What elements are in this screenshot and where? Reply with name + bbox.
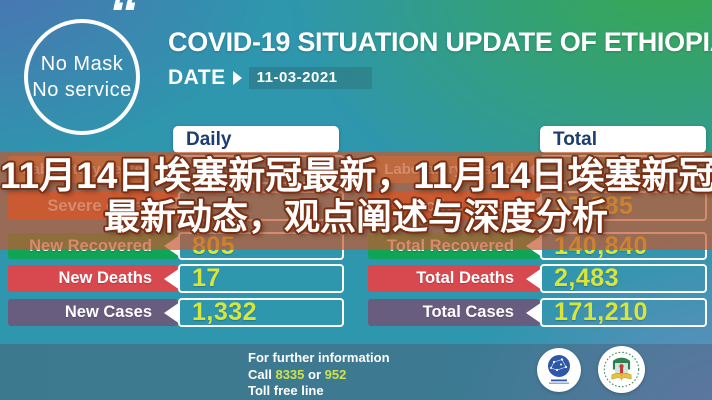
total-deaths-label: Total Deaths	[416, 269, 514, 287]
new-cases-value-box: 1,332	[164, 298, 344, 327]
ephi-globe-icon	[548, 355, 570, 384]
new-deaths-value: 17	[192, 264, 221, 292]
new-deaths-label-bar: New Deaths	[8, 265, 178, 292]
triangle-right-icon	[232, 71, 242, 85]
row-deaths: New Deaths 17 Total Deaths 2,483	[0, 264, 712, 293]
row-cases: New Cases 1,332 Total Cases 171,210	[0, 298, 712, 327]
badge-line1: No Mask	[40, 53, 124, 75]
footer-band	[0, 344, 712, 400]
arrow-left-icon	[164, 301, 180, 324]
contact-line1: For further information	[248, 350, 390, 365]
contact-info: For further information Call 8335 or 952…	[248, 350, 390, 400]
call-word: Call	[248, 366, 272, 382]
phone-8335: 8335	[275, 366, 305, 382]
arrow-left-icon	[526, 267, 542, 290]
date-label: DATE	[168, 66, 226, 89]
total-cases-label-bar: Total Cases	[368, 299, 540, 326]
arrow-left-icon	[164, 267, 180, 290]
new-cases-value: 1,332	[192, 298, 258, 326]
new-deaths-label: New Deaths	[58, 269, 152, 287]
badge-line2: No service	[32, 79, 132, 101]
headline-line1: 11月14日埃塞新冠最新，11月14日埃塞新冠	[0, 155, 712, 196]
ephi-logo	[537, 348, 581, 392]
arrow-left-icon	[526, 301, 542, 324]
column-header-total: Total	[540, 126, 706, 153]
date-value: 11-03-2021	[248, 67, 372, 89]
headline-overlay-band	[0, 152, 712, 250]
moh-emblem-icon	[603, 351, 640, 388]
new-cases-label-bar: New Cases	[8, 299, 178, 326]
column-header-daily: Daily	[173, 126, 339, 153]
or-word: or	[308, 366, 322, 382]
ministry-of-health-logo	[598, 346, 645, 393]
phone-952: 952	[324, 366, 347, 382]
contact-line3: Toll free line	[248, 383, 324, 398]
total-deaths-value: 2,483	[554, 264, 620, 292]
total-deaths-label-bar: Total Deaths	[368, 265, 540, 292]
date-row: DATE 11-03-2021	[168, 66, 372, 90]
total-deaths-value-box: 2,483	[526, 264, 707, 293]
total-cases-label: Total Cases	[422, 303, 514, 321]
headline-line2: 最新动态，观点阐述与深度分析	[103, 196, 608, 237]
no-mask-badge: No Mask No service	[24, 19, 140, 135]
new-cases-label: New Cases	[64, 303, 152, 321]
new-deaths-value-box: 17	[164, 264, 344, 293]
total-cases-value-box: 171,210	[526, 298, 707, 327]
total-cases-value: 171,210	[554, 298, 648, 326]
page-title: COVID-19 SITUATION UPDATE OF ETHIOPIA	[168, 27, 712, 57]
contact-line2: Call 8335 or 952	[248, 367, 390, 384]
quote-icon: “	[108, 0, 137, 47]
